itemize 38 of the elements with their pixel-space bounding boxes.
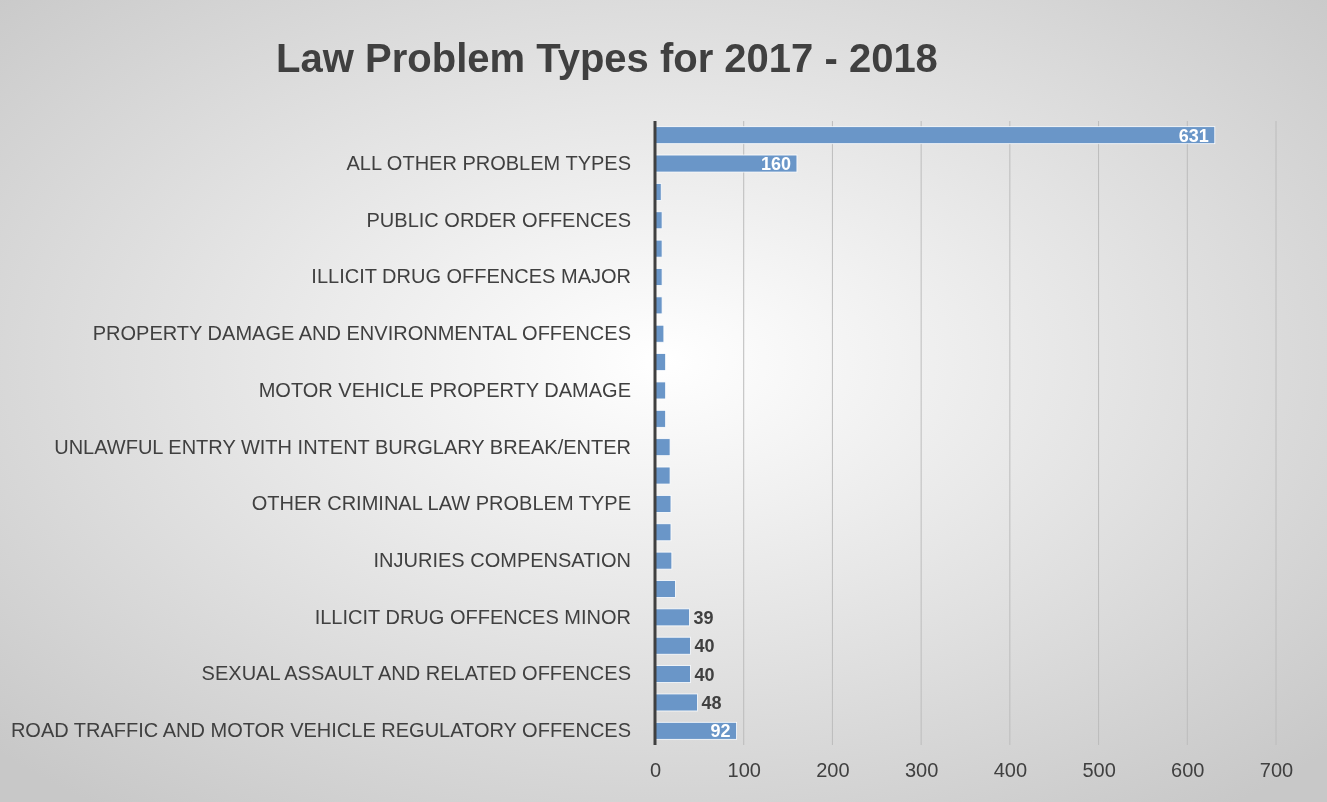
x-tick-label: 200	[816, 759, 850, 782]
bar	[654, 636, 691, 655]
y-tick-label: ILLICIT DRUG OFFENCES MAJOR	[311, 265, 631, 288]
y-tick-label: UNLAWFUL ENTRY WITH INTENT BURGLARY BREAK/ENTER	[54, 435, 631, 458]
x-tick-label: 100	[727, 759, 761, 782]
bar	[654, 495, 672, 513]
data-label: 40	[694, 636, 715, 657]
bar	[654, 126, 1216, 145]
x-tick-label: 400	[993, 759, 1028, 782]
chart-title: Law Problem Types for 2017 - 2018	[276, 36, 938, 80]
y-tick-label: ILLICIT DRUG OFFENCES MINOR	[314, 605, 631, 628]
x-tick-label: 700	[1259, 759, 1294, 782]
x-tick-label: 300	[904, 759, 939, 782]
bar	[654, 154, 798, 173]
y-tick-label: INJURIES COMPENSATION	[373, 549, 631, 572]
y-tick-label: ROAD TRAFFIC AND MOTOR VEHICLE REGULATORY OFFENCES	[10, 719, 631, 742]
bar	[654, 551, 673, 570]
bar	[654, 466, 671, 485]
data-label: 92	[710, 721, 731, 742]
x-tick-label: 0	[649, 759, 662, 782]
y-tick-label: SEXUAL ASSAULT AND RELATED OFFENCES	[201, 662, 631, 685]
data-label: 40	[694, 664, 715, 685]
y-tick-label: MOTOR VEHICLE PROPERTY DAMAGE	[258, 378, 631, 401]
data-label: 160	[760, 154, 791, 175]
bar	[654, 693, 698, 712]
y-tick-label: OTHER CRIMINAL LAW PROBLEM TYPE	[251, 492, 631, 515]
x-tick-label: 600	[1171, 759, 1205, 782]
bar	[654, 523, 672, 542]
y-tick-label: ALL OTHER PROBLEM TYPES	[346, 151, 631, 174]
bar	[654, 665, 691, 683]
data-label: 48	[701, 692, 722, 713]
bar	[654, 608, 690, 627]
x-tick-label: 500	[1082, 759, 1116, 782]
bar	[654, 580, 676, 598]
data-label: 39	[693, 607, 714, 628]
y-tick-label: PUBLIC ORDER OFFENCES	[366, 208, 631, 231]
y-tick-label: PROPERTY DAMAGE AND ENVIRONMENTAL OFFENCES	[92, 322, 631, 345]
data-label: 631	[1178, 125, 1209, 146]
